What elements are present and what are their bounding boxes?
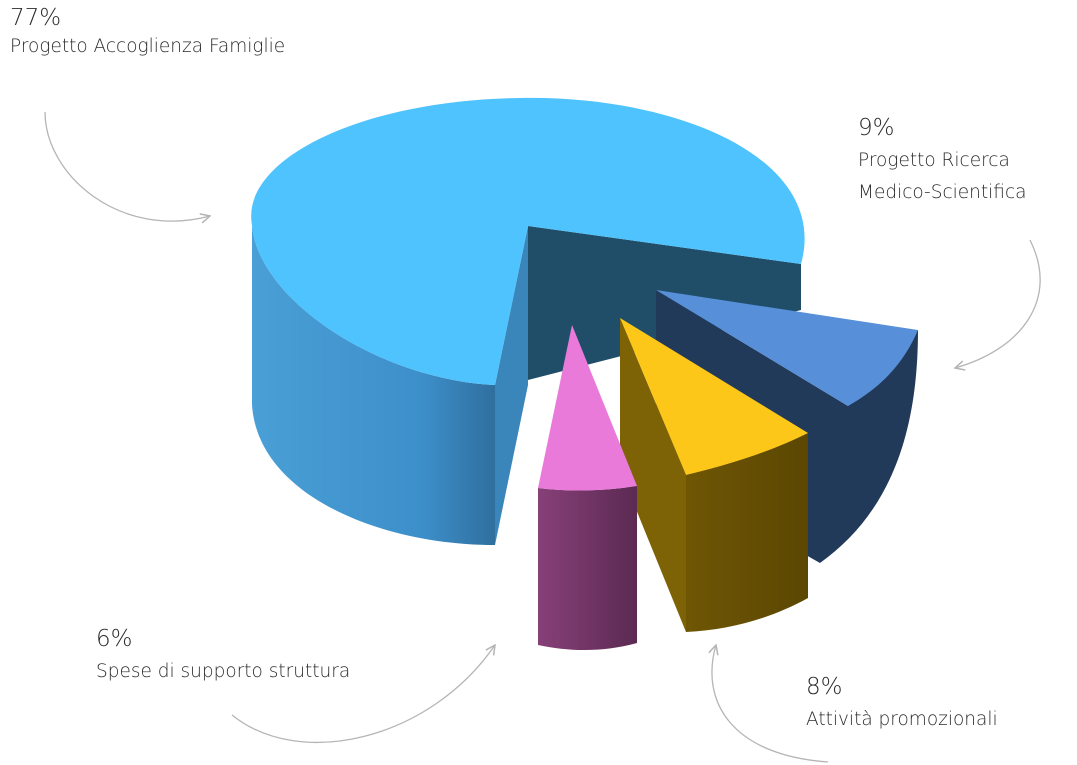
label-accoglienza: 77% Progetto Accoglienza Famiglie <box>10 4 285 62</box>
slice-promozionali-side <box>686 433 808 632</box>
slice-promozionali-top <box>620 318 808 475</box>
slice-accoglienza-side <box>252 225 495 545</box>
label-supporto: 6% Spese di supporto struttura <box>96 625 350 687</box>
arrow-ricerca <box>955 239 1041 368</box>
slice-supporto-side <box>538 486 637 651</box>
slice-accoglienza-cut-wall <box>495 226 528 545</box>
slice-accoglienza-top <box>251 97 805 385</box>
label-ricerca-text-line2: Medico-Scientifica <box>858 182 1027 203</box>
label-promozionali-percent: 8% <box>806 674 843 700</box>
label-ricerca-percent: 9% <box>858 115 895 141</box>
label-accoglienza-text: Progetto Accoglienza Famiglie <box>10 36 286 57</box>
label-supporto-text: Spese di supporto struttura <box>96 661 351 682</box>
arrow-promozionali <box>712 645 829 763</box>
label-ricerca-text-line1: Progetto Ricerca <box>858 150 1010 171</box>
slice-supporto[interactable] <box>538 325 637 651</box>
label-ricerca: 9% Progetto Ricerca Medico-Scientifica <box>858 114 1026 208</box>
arrow-accoglienza <box>44 111 210 221</box>
slice-supporto-top <box>538 325 637 491</box>
label-promozionali: 8% Attività promozionali <box>806 673 998 735</box>
label-accoglienza-percent: 77% <box>10 5 62 31</box>
slice-ricerca-top <box>656 290 918 406</box>
label-supporto-percent: 6% <box>96 626 133 652</box>
slice-promozionali[interactable] <box>620 318 808 632</box>
slice-promozionali-inner-wall <box>620 318 686 632</box>
arrow-supporto <box>231 645 495 743</box>
label-promozionali-text: Attività promozionali <box>806 709 998 730</box>
